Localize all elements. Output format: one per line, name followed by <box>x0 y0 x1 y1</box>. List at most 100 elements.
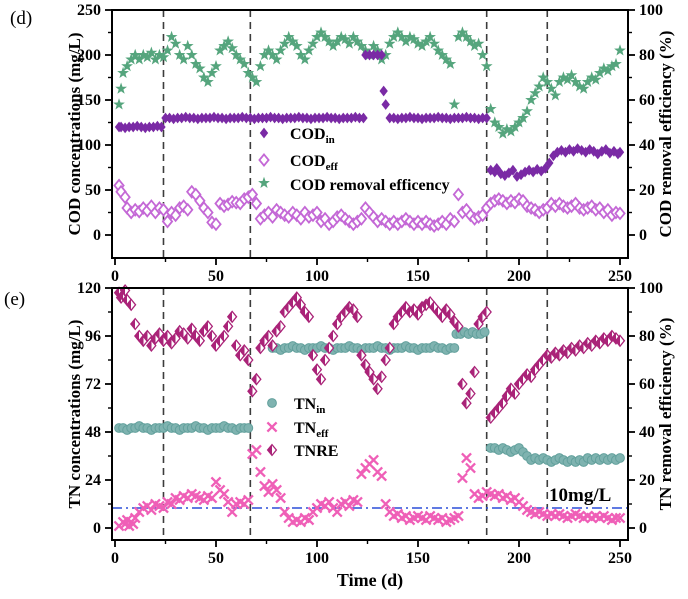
data-point <box>202 319 214 333</box>
data-point <box>165 30 178 42</box>
legend-d-item-cod-removal: COD removal efficency <box>290 177 450 194</box>
tick-label: 50 <box>208 268 224 285</box>
data-point <box>327 39 340 51</box>
panel-e-yaxis-left-label: TN concentrations (mg/L) <box>65 320 84 509</box>
tick-label: 250 <box>77 2 101 19</box>
data-point <box>356 468 367 480</box>
data-point <box>452 30 465 42</box>
data-point <box>319 30 331 42</box>
data-point <box>379 85 388 97</box>
data-point <box>521 105 533 117</box>
data-point <box>267 339 278 353</box>
data-point <box>157 121 166 133</box>
data-point <box>416 39 428 51</box>
data-point <box>218 329 230 343</box>
data-point <box>404 30 416 42</box>
data-point <box>306 113 316 125</box>
data-point <box>367 39 380 51</box>
data-point <box>246 112 255 124</box>
tick-label: 250 <box>608 550 632 567</box>
data-point <box>614 512 626 524</box>
data-point <box>133 53 146 65</box>
data-point <box>303 44 315 56</box>
data-point <box>460 30 473 42</box>
data-point <box>505 125 517 137</box>
panel-d-yaxis-right-label: COD removal efficiency (%) <box>656 31 675 238</box>
tick-label: 100 <box>639 280 663 297</box>
data-point <box>145 504 157 516</box>
data-point <box>254 60 267 72</box>
data-point <box>343 37 356 49</box>
tick-label: 120 <box>77 280 101 297</box>
data-point <box>238 57 251 69</box>
tick-label: 80 <box>639 47 655 64</box>
data-point <box>614 206 626 221</box>
data-point <box>210 476 222 488</box>
data-point <box>545 157 554 169</box>
data-point <box>189 112 198 124</box>
data-point <box>412 37 424 49</box>
tick-label: 0 <box>639 227 647 244</box>
legend-marker-diamond-half <box>266 443 278 457</box>
data-point <box>262 44 275 56</box>
data-point <box>222 496 234 508</box>
data-point <box>492 120 505 132</box>
data-point <box>472 37 485 49</box>
data-point <box>157 51 170 63</box>
data-point <box>185 48 198 60</box>
generated-plot-elements: 0 50 100 150 200 2500501001502002500204060801… <box>77 2 663 567</box>
data-point <box>266 443 278 457</box>
data-point <box>606 60 618 72</box>
panel-d-letter: (d) <box>10 8 32 29</box>
data-point <box>127 518 139 530</box>
data-point <box>169 37 182 49</box>
xaxis-title: Time (d) <box>337 570 403 591</box>
data-point <box>448 214 461 229</box>
data-point <box>393 113 402 125</box>
tick-label: 150 <box>406 550 430 567</box>
data-point <box>162 329 173 343</box>
data-point <box>360 358 371 372</box>
data-point <box>218 39 230 51</box>
data-point <box>202 75 214 87</box>
data-point <box>372 382 383 396</box>
tick-label: 0 <box>93 520 101 537</box>
data-point <box>202 205 214 220</box>
data-point <box>476 48 489 60</box>
panel-e-yaxis-right-label: TN removal efficiency (%) <box>656 318 675 511</box>
data-point <box>387 30 400 42</box>
tick-label: 0 <box>93 227 101 244</box>
tick-label: 100 <box>305 268 329 285</box>
tick-label: 20 <box>639 472 655 489</box>
data-point <box>480 60 493 72</box>
data-point <box>557 71 570 83</box>
data-point <box>242 494 254 506</box>
data-point <box>457 472 468 484</box>
data-point <box>501 389 513 403</box>
data-point <box>339 33 352 45</box>
data-point <box>141 51 154 63</box>
legend-e-item-tn-in: TNin <box>294 396 325 416</box>
series-tnre <box>113 283 626 425</box>
data-point <box>549 89 562 101</box>
data-point <box>177 53 190 65</box>
data-point <box>615 453 625 463</box>
data-point <box>461 452 472 464</box>
data-point <box>307 37 319 49</box>
data-point <box>258 152 270 168</box>
data-point <box>464 35 477 47</box>
data-point <box>355 211 368 226</box>
data-point <box>335 30 348 42</box>
data-point <box>335 113 344 125</box>
data-point <box>259 127 269 139</box>
data-point <box>553 75 566 87</box>
data-point <box>323 341 335 355</box>
tick-label: 150 <box>406 268 430 285</box>
data-point <box>351 496 363 508</box>
data-point <box>388 317 399 331</box>
data-point <box>315 372 327 386</box>
data-point <box>117 66 129 78</box>
tick-label: 200 <box>507 550 531 567</box>
data-point <box>452 187 465 202</box>
data-point <box>234 112 243 124</box>
